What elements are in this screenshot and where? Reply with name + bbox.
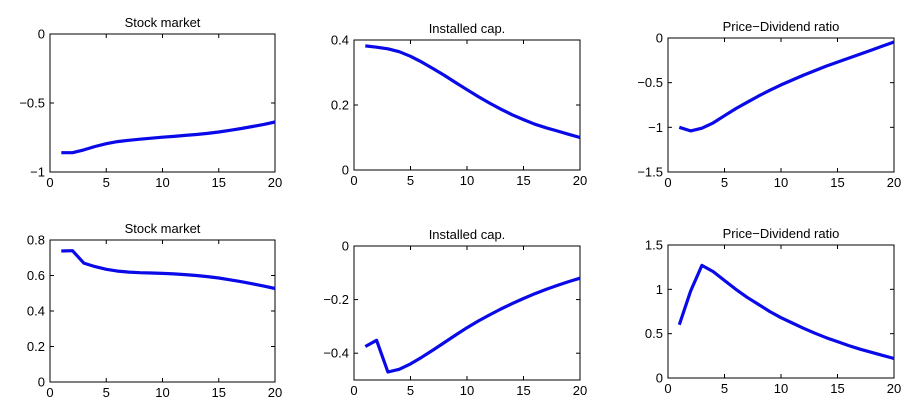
x-tick-label: 0 xyxy=(350,383,357,398)
x-tick-label: 20 xyxy=(573,173,587,188)
y-tick-label: −0.5 xyxy=(637,75,663,90)
x-tick-label: 0 xyxy=(46,385,53,400)
x-tick-label: 15 xyxy=(516,383,530,398)
panel-4: Stock market 0 5 10 15 20 0 0.2 0.4 0.6 0.8 xyxy=(27,221,282,400)
y-tick-label: 0 xyxy=(342,163,349,178)
panel-title: Installed cap. xyxy=(429,21,506,36)
x-tick-label: 5 xyxy=(721,175,728,190)
panel-6: Price−Dividend ratio 0 5 10 15 20 0 0.5 1 1.5 xyxy=(645,226,901,396)
y-tick-label: 0 xyxy=(38,27,45,42)
y-tick-label: 0.5 xyxy=(645,326,663,341)
y-tick-label: 0.2 xyxy=(27,339,45,354)
x-tick-label: 10 xyxy=(155,175,169,190)
x-tick-label: 15 xyxy=(830,175,844,190)
y-tick-label: −0.4 xyxy=(323,346,349,361)
panel-5: Installed cap. 0 5 10 15 20 −0.4 −0.2 0 xyxy=(323,227,587,398)
y-tick-label: 0.4 xyxy=(331,33,349,48)
series-line xyxy=(677,263,895,361)
axes-frame xyxy=(353,245,581,381)
y-tick-label: −1 xyxy=(30,165,45,180)
panel-title: Installed cap. xyxy=(429,227,506,242)
y-tick-label: 0.8 xyxy=(27,233,45,248)
panel-1: Stock market 0 5 10 15 20 −1 −0.5 0 xyxy=(19,15,282,190)
y-tick-label: 0 xyxy=(656,371,663,386)
y-tick-label: 1 xyxy=(656,282,663,297)
x-tick-label: 20 xyxy=(268,175,282,190)
x-tick-label: 10 xyxy=(774,175,788,190)
y-tick-label: 1.5 xyxy=(645,238,663,253)
y-tick-label: 0.2 xyxy=(331,98,349,113)
x-tick-label: 10 xyxy=(774,381,788,396)
y-tick-label: 0 xyxy=(342,239,349,254)
series-line xyxy=(364,276,581,374)
y-tick-label: 0 xyxy=(656,31,663,46)
x-tick-label: 0 xyxy=(46,175,53,190)
x-tick-label: 5 xyxy=(407,173,414,188)
y-tick-label: 0 xyxy=(38,375,45,390)
y-tick-label: 0.4 xyxy=(27,304,45,319)
x-tick-label: 5 xyxy=(103,385,110,400)
axes-frame xyxy=(667,37,895,173)
x-tick-label: 20 xyxy=(268,385,282,400)
x-tick-label: 10 xyxy=(155,385,169,400)
series-line xyxy=(61,249,276,291)
x-tick-label: 20 xyxy=(887,381,901,396)
y-tick-label: 0.6 xyxy=(27,268,45,283)
x-tick-label: 0 xyxy=(664,381,671,396)
y-tick-label: −1.5 xyxy=(637,165,663,180)
x-tick-label: 5 xyxy=(103,175,110,190)
series-line xyxy=(365,44,581,140)
panel-title: Stock market xyxy=(125,221,201,236)
y-tick-label: −0.5 xyxy=(19,96,45,111)
x-tick-label: 15 xyxy=(212,175,226,190)
axes-frame xyxy=(353,39,581,171)
panel-2: Installed cap. 0 5 10 15 20 0 0.2 0.4 xyxy=(331,21,587,188)
x-tick-label: 5 xyxy=(407,383,414,398)
x-tick-label: 15 xyxy=(212,385,226,400)
y-tick-label: −0.2 xyxy=(323,292,349,307)
panel-title: Stock market xyxy=(125,15,201,30)
x-tick-label: 20 xyxy=(887,175,901,190)
x-tick-label: 10 xyxy=(460,383,474,398)
x-tick-label: 0 xyxy=(350,173,357,188)
x-tick-label: 10 xyxy=(460,173,474,188)
panel-title: Price−Dividend ratio xyxy=(723,19,840,34)
panel-title: Price−Dividend ratio xyxy=(723,226,840,241)
x-tick-label: 20 xyxy=(573,383,587,398)
x-tick-label: 5 xyxy=(721,381,728,396)
series-line xyxy=(61,120,276,155)
x-tick-label: 15 xyxy=(830,381,844,396)
x-tick-label: 0 xyxy=(664,175,671,190)
series-line xyxy=(678,40,895,133)
y-tick-label: −1 xyxy=(648,120,663,135)
x-tick-label: 15 xyxy=(516,173,530,188)
panel-3: Price−Dividend ratio 0 5 10 15 20 −1.5 −1 −0.5 0 xyxy=(637,19,901,190)
